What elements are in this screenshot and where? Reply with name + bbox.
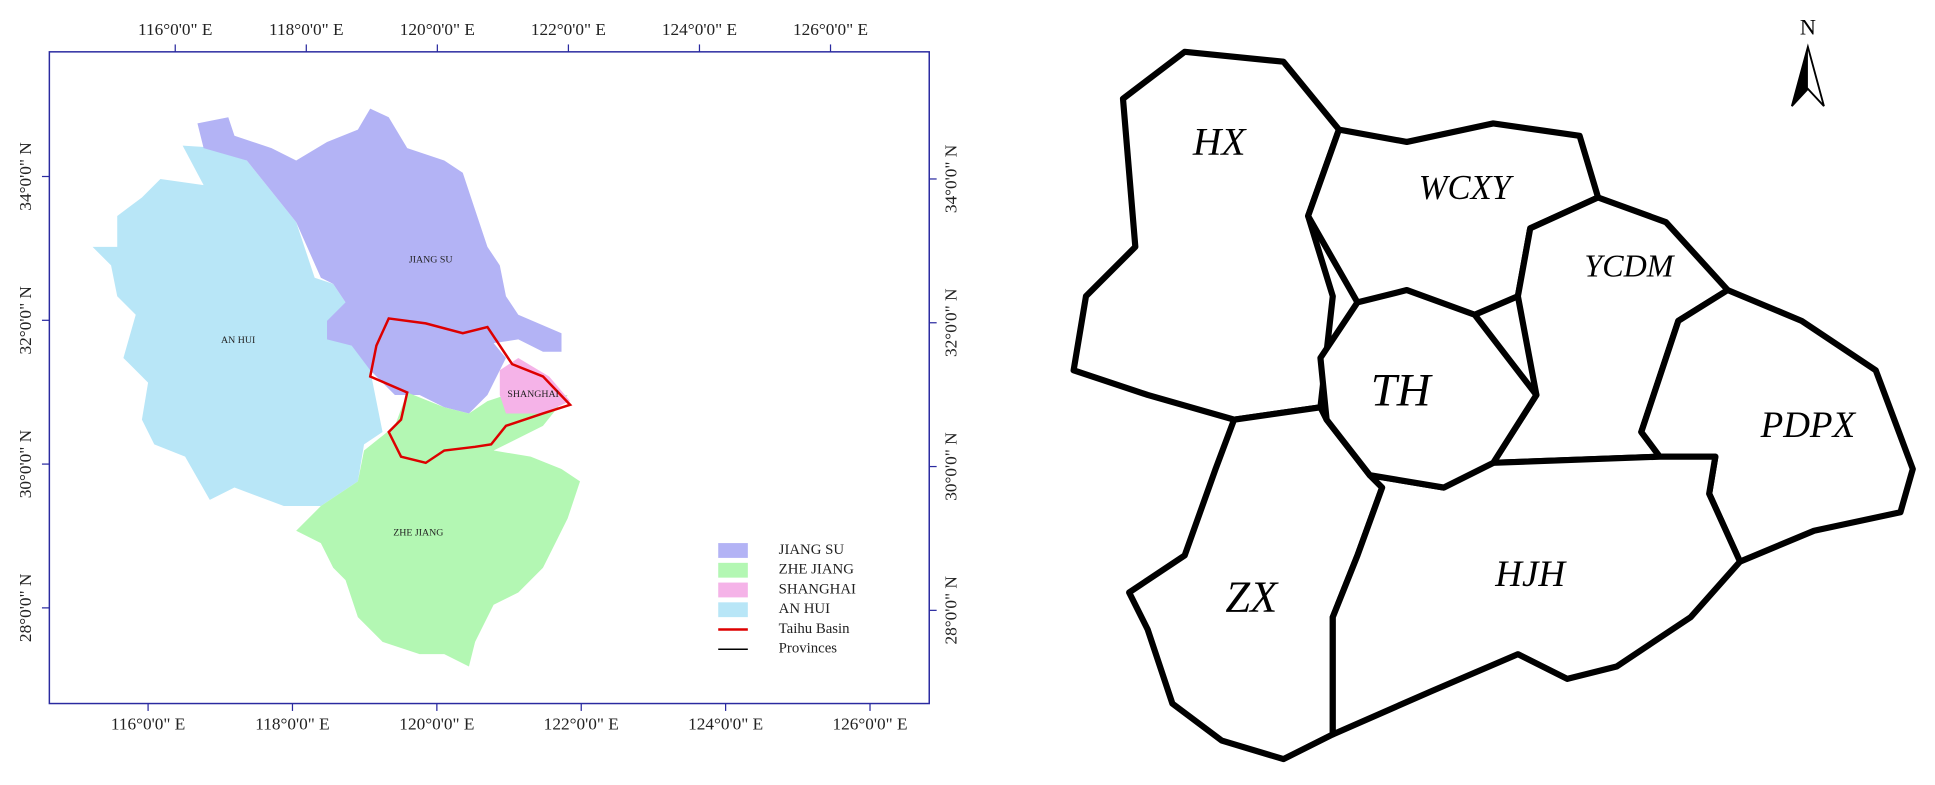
right-axis-label: 32°0'0" N (942, 288, 961, 357)
zone-label: HX (1192, 120, 1248, 164)
legend-swatch (718, 582, 748, 598)
top-axis-label: 124°0'0" E (662, 20, 737, 39)
left-axis-label: 34°0'0" N (16, 142, 35, 211)
zone-label: PDPX (1760, 405, 1857, 446)
taihu-basin-outline (368, 317, 573, 465)
bottom-axis-label: 126°0'0" E (832, 715, 907, 734)
zone-label: ZX (1225, 571, 1279, 621)
bottom-axis-label: 118°0'0" E (255, 715, 329, 734)
right-axis-label: 28°0'0" N (942, 576, 961, 645)
legend-label: SHANGHAI (779, 581, 856, 597)
zone-label: TH (1371, 365, 1433, 417)
legend-label: JIANG SU (779, 542, 845, 558)
zone-map: N HX WCXY YCDM TH PDPX ZX HJH (1070, 15, 1916, 763)
top-axis-label: 122°0'0" E (531, 20, 606, 39)
bottom-axis-label: 122°0'0" E (544, 715, 619, 734)
zhejiang-region (296, 392, 581, 667)
legend-label: Taihu Basin (779, 621, 850, 637)
bottom-axis-label: 124°0'0" E (688, 715, 763, 734)
legend-label: ZHE JIANG (779, 562, 855, 578)
left-axis-label: 28°0'0" N (16, 573, 35, 642)
region-label: JIANG SU (409, 255, 453, 266)
top-axis-label: 116°0'0" E (138, 20, 212, 39)
left-axis-label: 32°0'0" N (16, 286, 35, 355)
zone-hjh (1329, 453, 1744, 738)
zone-label: YCDM (1584, 247, 1675, 283)
left-axis-label: 30°0'0" N (16, 429, 35, 498)
legend-swatch (718, 562, 748, 578)
legend-label: AN HUI (779, 601, 830, 617)
legend-swatch (718, 602, 748, 618)
anhui-region (92, 145, 383, 507)
jiangsu-region (197, 108, 562, 414)
study-area-map: 116°0'0" E 118°0'0" E 120°0'0" E 122°0'0" E… (16, 20, 961, 734)
region-label: SHANGHAI (507, 389, 558, 400)
top-axis-label: 126°0'0" E (793, 20, 868, 39)
region-label: AN HUI (221, 335, 255, 346)
right-axis-label: 34°0'0" N (942, 144, 961, 213)
bottom-axis-label: 116°0'0" E (111, 715, 185, 734)
top-axis-label: 120°0'0" E (400, 20, 475, 39)
zone-th (1317, 286, 1540, 491)
zone-label: WCXY (1419, 169, 1515, 207)
legend-swatch (718, 543, 748, 558)
legend-label: Provinces (779, 641, 838, 657)
shanghai-region (499, 357, 571, 414)
north-label: N (1800, 15, 1816, 40)
top-axis-label: 118°0'0" E (269, 20, 343, 39)
zone-hx (1070, 48, 1343, 423)
bottom-axis-label: 120°0'0" E (399, 715, 474, 734)
zone-label: HJH (1494, 554, 1567, 595)
region-label: ZHE JIANG (393, 527, 443, 538)
right-axis-label: 30°0'0" N (942, 432, 961, 501)
